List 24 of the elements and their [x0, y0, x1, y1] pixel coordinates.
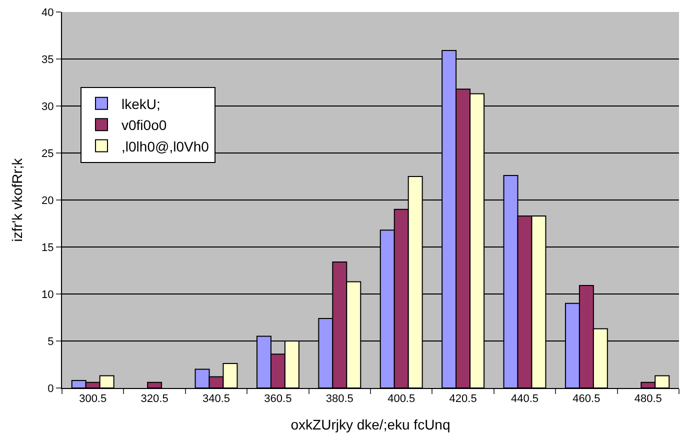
- x-tick-label: 440.5: [510, 393, 539, 406]
- legend-label: lkekU;: [122, 96, 160, 112]
- y-tick-label: 30: [42, 100, 54, 113]
- y-tick-label: 35: [42, 54, 54, 66]
- x-axis-title: oxkZUrjky dke/;eku fcUnq: [290, 416, 450, 432]
- x-tick-label: 380.5: [326, 393, 354, 406]
- x-tick-label: 420.5: [449, 393, 477, 406]
- y-tick-label: 15: [42, 242, 54, 254]
- x-tick-label: 320.5: [140, 393, 168, 406]
- x-tick-label: 360.5: [264, 393, 292, 406]
- x-tick-label: 400.5: [388, 393, 416, 406]
- x-tick-label: 300.5: [79, 393, 107, 406]
- y-tick-label: 0: [48, 382, 54, 395]
- y-tick-label: 10: [42, 288, 54, 301]
- x-tick-label: 480.5: [634, 393, 662, 406]
- legend-label: ,l0lh0@,l0Vh0: [122, 138, 210, 154]
- x-tick-label: 460.5: [572, 393, 600, 406]
- y-tick-label: 40: [42, 6, 54, 19]
- y-axis-title: izfr'k vkofRr;k: [9, 157, 26, 242]
- x-tick-label: 340.5: [202, 393, 230, 406]
- legend-label: v0fi0o0: [122, 117, 167, 134]
- y-tick-label: 25: [42, 148, 54, 160]
- y-tick-label: 5: [48, 336, 54, 348]
- y-tick-label: 20: [42, 194, 54, 207]
